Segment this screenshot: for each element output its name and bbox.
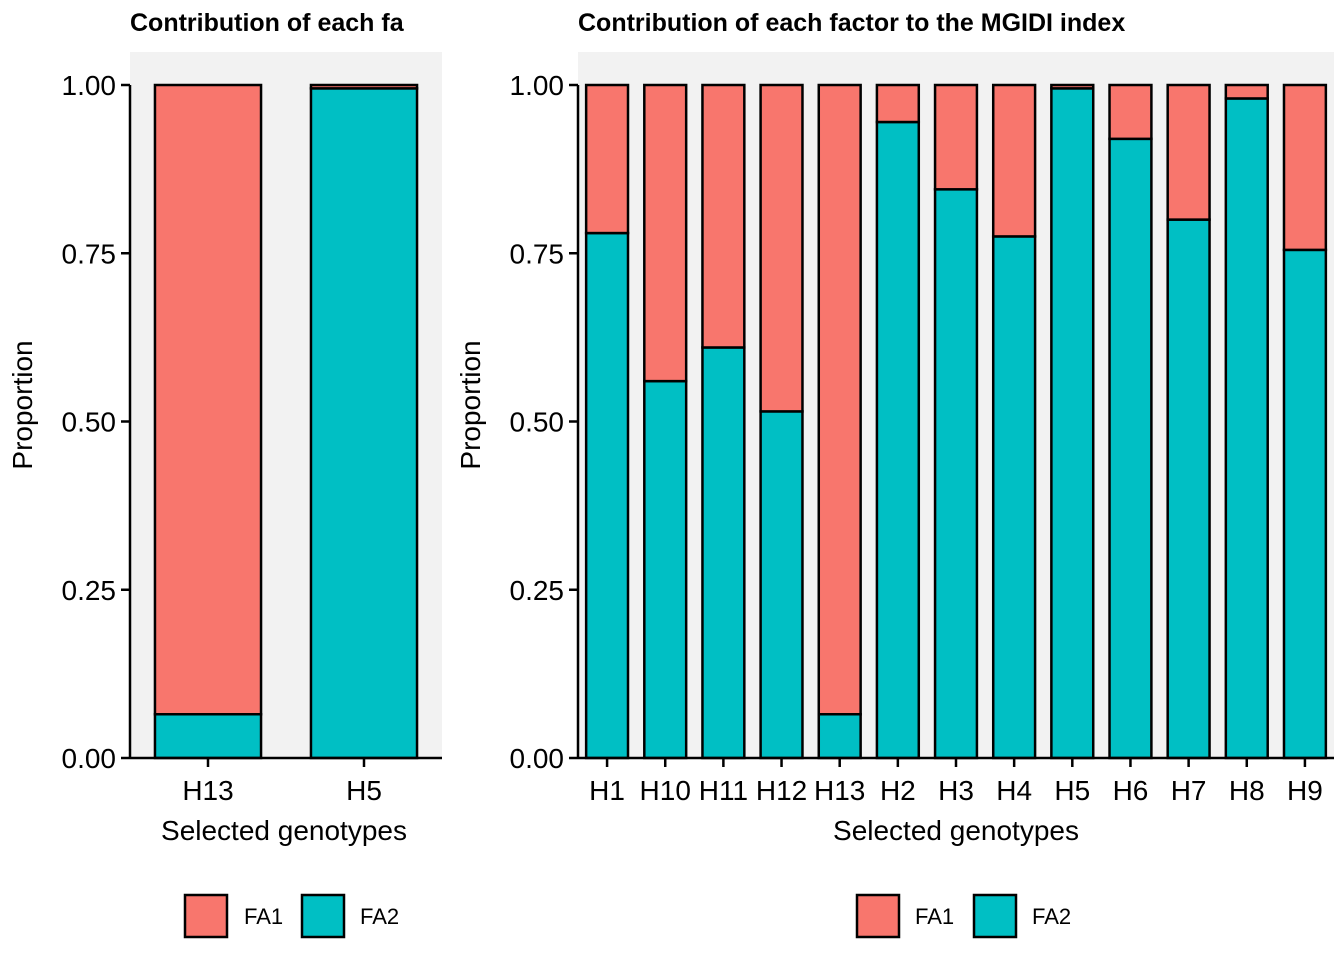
x-tick-label: H5 bbox=[346, 775, 382, 806]
bar-h9-fa1 bbox=[1282, 83, 1328, 252]
bar-h12-fa1 bbox=[759, 83, 804, 413]
bar-h10-fa1 bbox=[643, 83, 688, 383]
y-tick-label: 0.25 bbox=[510, 575, 565, 606]
bar-h9-fa2 bbox=[1282, 248, 1328, 760]
legend-swatch-fa1 bbox=[855, 893, 901, 939]
legend-swatch-fa2 bbox=[972, 893, 1018, 939]
chart-title-left: Contribution of each fa bbox=[130, 9, 405, 37]
legend-label-fa2: FA2 bbox=[360, 904, 399, 929]
x-axis-title-right: Selected genotypes bbox=[833, 815, 1079, 846]
bar-h2-fa2 bbox=[875, 120, 921, 760]
legend-swatch-fa2 bbox=[300, 893, 346, 939]
y-tick-label: 0.75 bbox=[62, 238, 117, 269]
legend-right: FA1 FA2 bbox=[855, 893, 1071, 939]
chart-panel-right: Contribution of each factor to the MGIDI… bbox=[455, 9, 1334, 939]
bar-h5-fa2 bbox=[309, 87, 419, 760]
legend-label-fa1: FA1 bbox=[915, 904, 954, 929]
y-tick-label: 0.00 bbox=[510, 743, 565, 774]
bar-h11-fa2 bbox=[701, 346, 746, 760]
x-tick-label: H13 bbox=[814, 775, 865, 806]
x-tick-label: H9 bbox=[1287, 775, 1323, 806]
bar-h4-fa1 bbox=[991, 83, 1037, 238]
y-axis-title-right: Proportion bbox=[455, 340, 486, 469]
x-axis-title-left: Selected genotypes bbox=[161, 815, 407, 846]
bar-h4-fa2 bbox=[991, 235, 1037, 760]
y-axis-right: 0.00 0.25 0.50 0.75 1.00 bbox=[510, 70, 580, 774]
x-tick-label: H2 bbox=[880, 775, 916, 806]
bar-h8-fa1 bbox=[1224, 83, 1269, 100]
bar-h13-fa2 bbox=[817, 713, 862, 760]
chart-title-right: Contribution of each factor to the MGIDI… bbox=[578, 9, 1125, 37]
y-tick-label: 0.50 bbox=[62, 407, 117, 438]
bar-h10-fa2 bbox=[643, 379, 688, 760]
y-axis-title-left: Proportion bbox=[7, 340, 38, 469]
y-tick-label: 0.75 bbox=[510, 238, 565, 269]
bar-h3-fa1 bbox=[933, 83, 979, 191]
bar-h13-fa1 bbox=[817, 83, 862, 716]
x-tick-label: H12 bbox=[756, 775, 807, 806]
bar-h5-fa1 bbox=[309, 83, 419, 90]
legend-label-fa2: FA2 bbox=[1032, 904, 1071, 929]
x-tick-label: H10 bbox=[640, 775, 691, 806]
y-tick-label: 1.00 bbox=[510, 70, 565, 101]
bar-h8-fa2 bbox=[1224, 97, 1269, 760]
bar-h1-fa2 bbox=[584, 231, 630, 760]
bar-h5-fa2 bbox=[1050, 87, 1095, 760]
bar-h3-fa2 bbox=[933, 188, 979, 760]
bar-h13-fa2 bbox=[153, 713, 263, 760]
x-tick-label: H1 bbox=[589, 775, 625, 806]
bar-h7-fa2 bbox=[1166, 218, 1211, 760]
bar-h2-fa1 bbox=[875, 83, 921, 124]
y-tick-label: 1.00 bbox=[62, 70, 117, 101]
bar-h7-fa1 bbox=[1166, 83, 1211, 221]
bar-h13-fa1 bbox=[153, 83, 263, 716]
bar-h5-fa1 bbox=[1050, 83, 1095, 90]
x-tick-label: H6 bbox=[1113, 775, 1149, 806]
legend-left: FA1 FA2 bbox=[183, 893, 399, 939]
y-tick-label: 0.25 bbox=[62, 575, 117, 606]
bar-h6-fa2 bbox=[1108, 137, 1153, 760]
bars-right bbox=[584, 83, 1328, 760]
x-tick-label: H8 bbox=[1229, 775, 1265, 806]
legend-label-fa1: FA1 bbox=[244, 904, 283, 929]
legend-swatch-fa1 bbox=[183, 893, 229, 939]
bar-h6-fa1 bbox=[1108, 83, 1153, 141]
x-tick-label: H3 bbox=[938, 775, 974, 806]
x-tick-label: H7 bbox=[1171, 775, 1207, 806]
y-tick-label: 0.00 bbox=[62, 743, 117, 774]
bar-h11-fa1 bbox=[701, 83, 746, 349]
y-axis-left: 0.00 0.25 0.50 0.75 1.00 bbox=[62, 70, 132, 774]
bar-h1-fa1 bbox=[584, 83, 630, 235]
x-axis-left: H13 H5 bbox=[130, 756, 442, 806]
x-axis-right: H1 H10 H11 H12 H13 H2 H3 H4 H5 H6 H7 H8 H9 bbox=[578, 756, 1334, 806]
bar-h12-fa2 bbox=[759, 410, 804, 760]
bars-left bbox=[153, 83, 419, 760]
chart-panel-left: Contribution of each fa 0.00 0.25 0.50 0.75… bbox=[7, 9, 442, 939]
y-tick-label: 0.50 bbox=[510, 407, 565, 438]
x-tick-label: H13 bbox=[182, 775, 233, 806]
x-tick-label: H4 bbox=[996, 775, 1032, 806]
x-tick-label: H5 bbox=[1054, 775, 1090, 806]
x-tick-label: H11 bbox=[699, 775, 748, 806]
